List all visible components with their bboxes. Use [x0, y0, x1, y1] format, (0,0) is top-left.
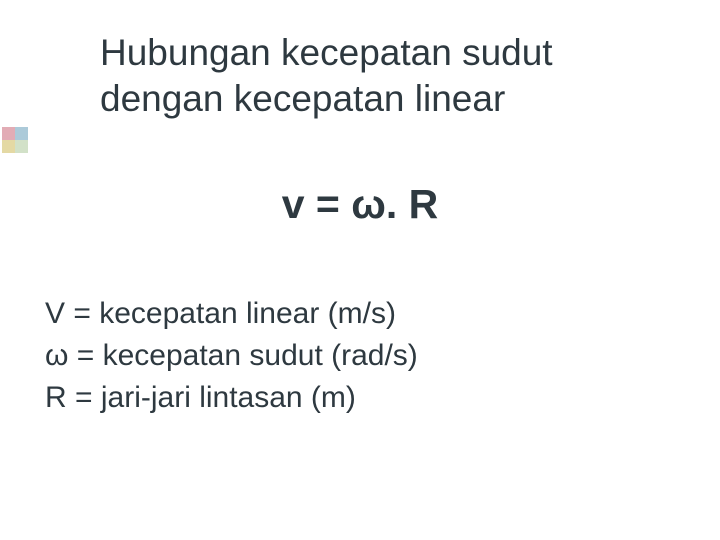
definition-line: ω = kecepatan sudut (rad/s) — [45, 335, 680, 377]
title-block: Hubungan kecepatan sudut dengan kecepata… — [100, 30, 680, 123]
accent-sq-br — [15, 140, 28, 153]
accent-sq-bl — [2, 140, 15, 153]
accent-sq-tl — [2, 127, 15, 140]
definition-line: V = kecepatan linear (m/s) — [45, 293, 680, 335]
title-line-2: dengan kecepatan linear — [100, 78, 505, 119]
formula: v = ω. R — [40, 181, 680, 228]
definitions-block: V = kecepatan linear (m/s) ω = kecepatan… — [45, 293, 680, 419]
accent-squares — [2, 127, 28, 155]
definition-line: R = jari-jari lintasan (m) — [45, 377, 680, 419]
accent-sq-tr — [15, 127, 28, 140]
title-line-1: Hubungan kecepatan sudut — [100, 32, 553, 73]
slide-title: Hubungan kecepatan sudut dengan kecepata… — [100, 30, 680, 123]
slide-container: Hubungan kecepatan sudut dengan kecepata… — [0, 0, 720, 540]
